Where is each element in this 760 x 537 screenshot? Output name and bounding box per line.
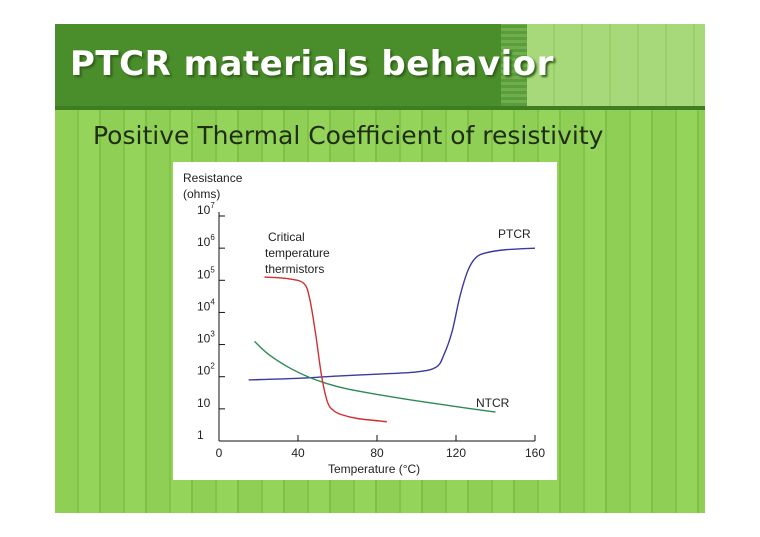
x-axis-label: Temperature (°C) (328, 462, 420, 476)
series-line-ntcr (254, 340, 496, 413)
y-tick-exponent: 7 (210, 201, 215, 210)
slide: PTCR materials behavior Positive Thermal… (55, 24, 705, 513)
y-tick-exponent: 2 (210, 362, 215, 371)
chart-panel: Resistance (ohms) Temperature (°C) PTCR … (173, 162, 557, 480)
y-tick-exponent: 6 (210, 233, 215, 242)
x-tick-label: 80 (370, 446, 384, 460)
label-critical-line2: temperature (265, 246, 330, 260)
y-tick-label: 1 (197, 428, 204, 442)
slide-subtitle: Positive Thermal Coefficient of resistiv… (93, 121, 604, 150)
resistance-temperature-chart: Resistance (ohms) Temperature (°C) PTCR … (183, 171, 545, 476)
y-tick-label: 104 (197, 297, 215, 313)
y-tick-label: 107 (197, 201, 215, 217)
y-axis-label-line1: Resistance (183, 171, 243, 185)
label-ptcr: PTCR (498, 227, 531, 241)
title-band (55, 24, 515, 106)
y-tick-exponent: 5 (210, 265, 215, 274)
title-dots-decoration (501, 24, 527, 106)
y-tick-exponent: 4 (210, 297, 215, 306)
x-tick-label: 160 (525, 446, 545, 460)
title-strip-decoration (527, 24, 705, 106)
y-tick-label: 10 (197, 396, 211, 410)
x-tick-label: 120 (446, 446, 466, 460)
x-tick-label: 40 (291, 446, 305, 460)
y-tick-exponent: 3 (210, 330, 215, 339)
slide-title: PTCR materials behavior (70, 44, 554, 84)
series-line-ptcr (248, 247, 536, 381)
label-critical-line3: thermistors (265, 262, 324, 276)
y-axis-label-line2: (ohms) (183, 187, 220, 201)
series-line-critical-temperature-thermistors (264, 276, 387, 423)
y-tick-label: 105 (197, 265, 215, 281)
y-tick-label: 106 (197, 233, 215, 249)
label-critical-line1: Critical (268, 230, 305, 244)
x-tick-label: 0 (216, 446, 223, 460)
y-tick-label: 102 (197, 362, 215, 378)
label-ntcr: NTCR (476, 396, 510, 410)
title-divider (55, 106, 705, 110)
y-tick-label: 103 (197, 330, 215, 346)
